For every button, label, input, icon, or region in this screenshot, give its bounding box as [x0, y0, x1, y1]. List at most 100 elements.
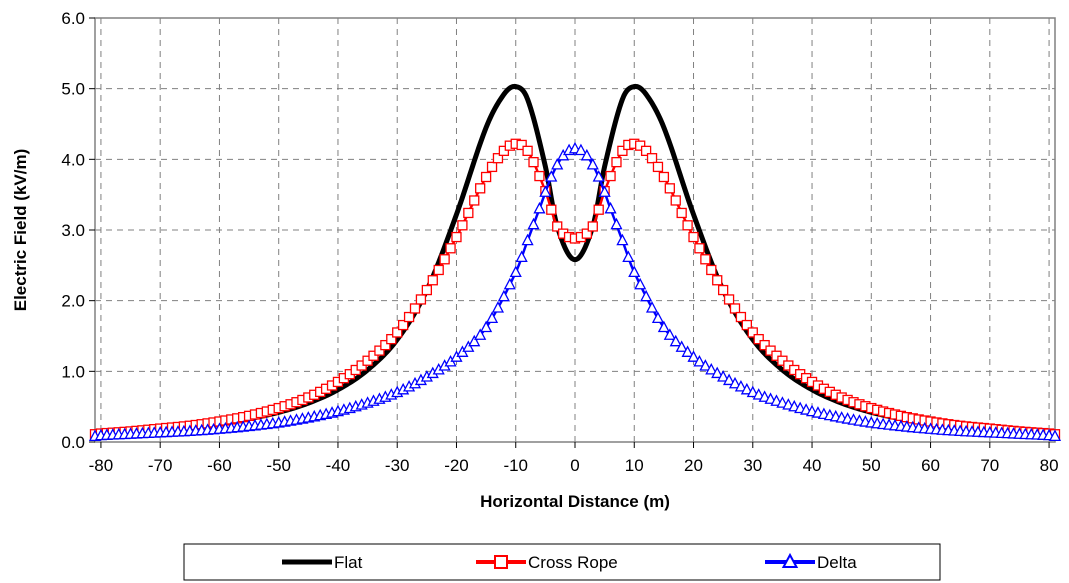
- data-point-triangle: [551, 157, 564, 170]
- data-point-triangle: [598, 185, 611, 197]
- data-point-square: [688, 231, 699, 243]
- data-point-triangle: [634, 277, 647, 290]
- data-point-triangle: [610, 217, 623, 230]
- legend-items: Flat Cross Rope Delta: [282, 552, 857, 572]
- data-point-square: [415, 294, 427, 305]
- data-point-square: [522, 145, 533, 157]
- data-point-square: [409, 303, 421, 314]
- data-point-square: [552, 221, 563, 232]
- x-axis-title: Horizontal Distance (m): [480, 492, 670, 511]
- data-point-square: [534, 170, 545, 182]
- legend-label: Delta: [817, 553, 857, 572]
- data-point-square: [694, 243, 705, 254]
- data-point-triangle: [539, 185, 552, 197]
- data-point-triangle: [752, 388, 765, 400]
- data-point-triangle: [693, 354, 706, 367]
- data-point-triangle: [586, 157, 599, 170]
- data-point-square: [759, 339, 770, 351]
- data-point-triangle: [480, 320, 493, 333]
- data-point-triangle: [758, 390, 771, 402]
- data-point-square: [427, 275, 438, 286]
- x-tick-label: -80: [89, 456, 114, 475]
- legend-marker-triangle: [781, 552, 799, 568]
- data-point-square: [735, 311, 747, 323]
- data-point-triangle: [681, 345, 694, 357]
- data-point-square: [403, 311, 415, 323]
- data-point-triangle: [468, 334, 481, 347]
- data-point-square: [605, 170, 616, 182]
- x-tick-label: -20: [444, 456, 469, 475]
- x-tick-label: 40: [803, 456, 822, 475]
- legend-label: Flat: [334, 553, 363, 572]
- data-point-triangle: [574, 143, 588, 156]
- data-point-square: [593, 204, 604, 215]
- data-point-square: [475, 183, 486, 194]
- data-point-triangle: [705, 362, 718, 375]
- data-point-square: [480, 171, 492, 183]
- grid-layer: [95, 18, 1055, 442]
- data-point-triangle: [491, 301, 505, 313]
- data-point-square: [670, 195, 681, 206]
- data-point-triangle: [628, 265, 641, 278]
- data-point-square: [652, 161, 664, 173]
- data-point-square: [640, 145, 652, 157]
- data-point-square: [676, 207, 687, 219]
- data-point-square: [445, 243, 456, 254]
- data-point-square: [646, 153, 658, 164]
- data-point-triangle: [711, 366, 724, 379]
- data-point-square: [433, 264, 444, 276]
- data-point-square: [741, 319, 753, 331]
- x-axis-ticks: -80 -70 -60 -50 -40 -30 -20 -10 0 10 20 30 40 50 60 70 8…: [89, 442, 1059, 475]
- y-tick-label: 5.0: [61, 80, 85, 99]
- data-point-square: [392, 327, 403, 338]
- legend-item-flat: Flat: [282, 553, 363, 572]
- data-point-triangle: [728, 376, 742, 389]
- legend-marker-square: [494, 555, 508, 569]
- data-point-triangle: [717, 370, 730, 382]
- legend-item-cross-rope: Cross Rope: [476, 553, 618, 572]
- data-point-square: [546, 204, 557, 215]
- data-point-triangle: [746, 385, 759, 398]
- data-point-square: [516, 139, 527, 151]
- data-point-square: [712, 275, 723, 286]
- data-point-square: [463, 207, 474, 219]
- data-point-square: [421, 284, 433, 296]
- data-point-triangle: [663, 328, 676, 340]
- data-point-square: [498, 145, 510, 157]
- y-tick-label: 4.0: [61, 150, 85, 169]
- data-point-square: [700, 254, 711, 265]
- x-tick-label: 30: [743, 456, 762, 475]
- data-point-square: [380, 339, 391, 351]
- data-point-square: [706, 264, 717, 276]
- x-tick-label: 20: [684, 456, 703, 475]
- data-point-square: [397, 319, 409, 331]
- data-point-triangle: [497, 289, 510, 302]
- data-point-square: [469, 195, 480, 206]
- data-point-triangle: [545, 170, 558, 182]
- data-point-square: [658, 171, 670, 183]
- data-point-triangle: [592, 170, 605, 182]
- data-point-triangle: [527, 217, 540, 230]
- data-point-square: [635, 140, 646, 151]
- y-axis-title: Electric Field (kV/m): [11, 149, 30, 312]
- data-point-square: [386, 333, 397, 345]
- data-point-triangle: [485, 311, 499, 323]
- data-point-square: [587, 221, 598, 232]
- x-tick-label: -60: [207, 456, 232, 475]
- x-tick-label: -70: [148, 456, 173, 475]
- y-tick-label: 0.0: [61, 433, 85, 452]
- data-point-square: [611, 156, 622, 168]
- data-point-square: [723, 294, 735, 305]
- x-tick-label: 0: [570, 456, 579, 475]
- data-point-square: [457, 220, 468, 231]
- data-point-triangle: [616, 233, 629, 246]
- data-point-triangle: [474, 328, 487, 340]
- data-point-triangle: [640, 289, 653, 302]
- y-tick-label: 6.0: [61, 9, 85, 28]
- x-tick-label: 60: [921, 456, 940, 475]
- series-layer: [88, 83, 1062, 441]
- x-tick-label: 50: [862, 456, 881, 475]
- data-point-square: [617, 145, 628, 157]
